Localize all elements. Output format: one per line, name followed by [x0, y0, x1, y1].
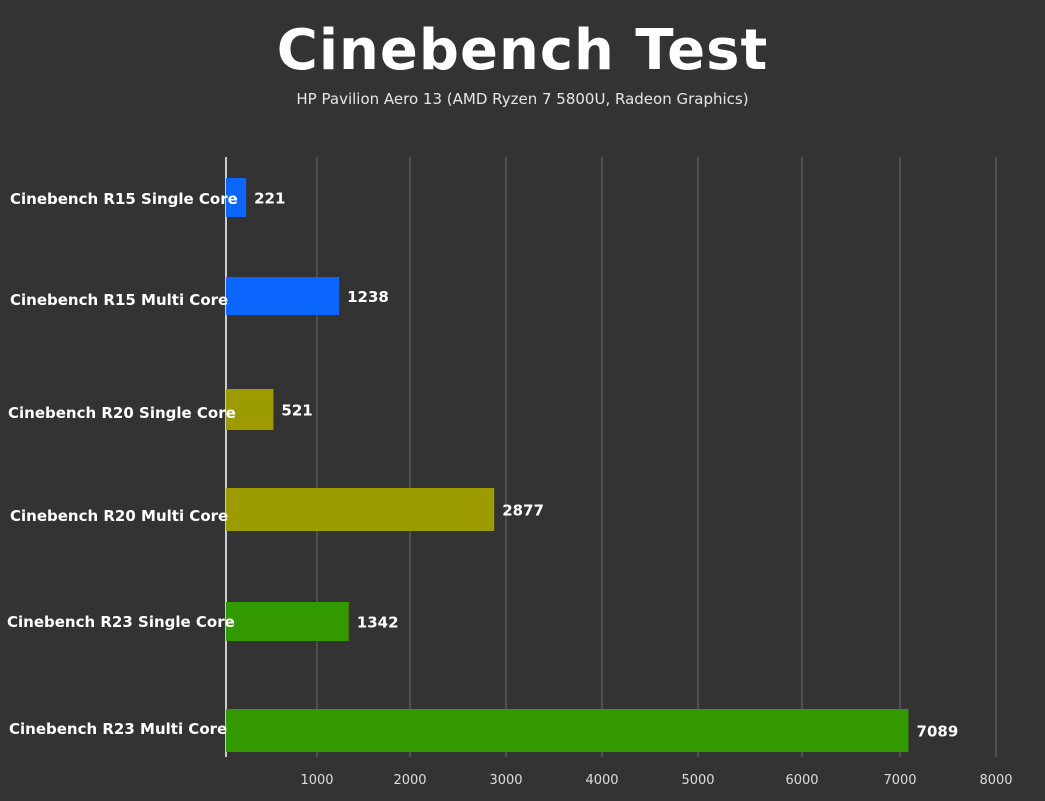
category-label: Cinebench R15 Multi Core: [10, 291, 228, 309]
value-label: 221: [254, 190, 285, 208]
category-label: Cinebench R15 Single Core: [10, 190, 238, 208]
x-tick-label: 5000: [681, 773, 714, 788]
bar: [226, 602, 349, 641]
chart-subtitle: HP Pavilion Aero 13 (AMD Ryzen 7 5800U, …: [296, 90, 749, 108]
value-label: 2877: [502, 502, 544, 520]
bar: [226, 709, 909, 752]
chart-title: Cinebench Test: [276, 18, 769, 83]
bar: [226, 178, 247, 217]
bar: [226, 389, 274, 430]
x-tick-label: 1000: [300, 773, 333, 788]
value-label: 521: [281, 402, 312, 420]
category-label: Cinebench R20 Multi Core: [10, 507, 228, 525]
category-label: Cinebench R20 Single Core: [8, 404, 236, 422]
bar: [226, 277, 340, 315]
value-label: 1342: [357, 614, 399, 632]
x-tick-label: 4000: [585, 773, 618, 788]
bar: [226, 488, 495, 531]
x-tick-label: 3000: [489, 773, 522, 788]
category-label: Cinebench R23 Single Core: [7, 613, 235, 631]
x-tick-label: 2000: [393, 773, 426, 788]
value-label: 1238: [347, 288, 389, 306]
x-tick-label: 8000: [979, 773, 1012, 788]
value-label: 7089: [917, 723, 959, 741]
x-tick-label: 6000: [785, 773, 818, 788]
x-tick-label: 7000: [883, 773, 916, 788]
category-label: Cinebench R23 Multi Core: [9, 720, 227, 738]
